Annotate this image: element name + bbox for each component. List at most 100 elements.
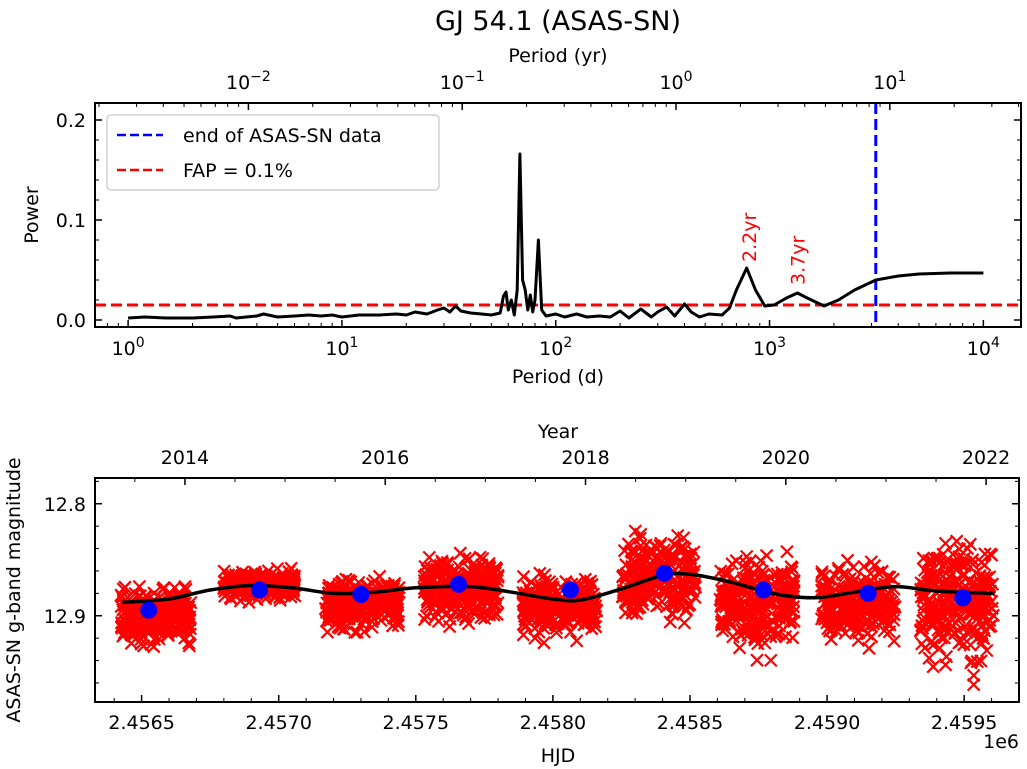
- photometry-point: [677, 616, 692, 630]
- seasonal-mean-point: [352, 585, 370, 603]
- photometry-point: [785, 561, 799, 575]
- photometry-point: [915, 637, 929, 651]
- photometry-point: [675, 576, 690, 590]
- photometry-point: [962, 624, 977, 638]
- x-tick-label: 2.4575: [383, 712, 449, 734]
- photometry-point: [951, 623, 966, 638]
- x-tick-label: 101: [325, 335, 358, 360]
- photometry-point: [444, 591, 459, 606]
- photometry-point: [147, 586, 161, 600]
- photometry-point: [932, 556, 947, 570]
- photometry-point: [976, 631, 991, 646]
- photometry-point: [887, 634, 901, 648]
- x-top-tick-label: 100: [659, 69, 692, 94]
- x-top-tick-label: 10−1: [440, 69, 485, 94]
- photometry-point: [753, 613, 767, 627]
- photometry-point: [354, 616, 369, 631]
- photometry-point: [681, 561, 696, 575]
- photometry-point: [537, 568, 552, 582]
- photometry-point: [273, 593, 287, 608]
- photometry-point: [589, 603, 603, 618]
- photometry-point: [628, 524, 643, 538]
- x-tick-label: 2.4590: [794, 712, 860, 734]
- y-tick-label: 0.0: [56, 310, 86, 332]
- photometry-point: [663, 585, 677, 600]
- light-curve-ticks: 12.8 12.9 2.4565 2.4570 2.4575 2.4580 2.4585 2.…: [44, 447, 1020, 734]
- x-top-tick-label: 2018: [561, 447, 609, 469]
- photometry-point: [981, 598, 995, 612]
- seasonal-mean-point: [954, 589, 972, 607]
- seasonal-mean-point: [251, 581, 269, 599]
- photometry-point: [925, 634, 939, 649]
- seasonal-mean-point: [561, 581, 579, 599]
- photometry-point: [766, 615, 781, 629]
- photometry-point: [725, 557, 739, 571]
- legend: end of ASAS-SN data FAP = 0.1%: [106, 114, 440, 191]
- photometry-point: [337, 622, 351, 636]
- photometry-point: [982, 570, 997, 584]
- photometry-point: [178, 579, 192, 594]
- photometry-point: [857, 559, 871, 574]
- photometry-point: [182, 636, 196, 650]
- x-top-tick-label: 2016: [361, 447, 409, 469]
- photometry-point: [649, 599, 664, 613]
- x-tick-label: 100: [112, 335, 145, 360]
- photometry-point: [714, 564, 728, 578]
- photometry-point: [755, 564, 770, 578]
- x-top-tick-label: 2014: [161, 447, 209, 469]
- photometry-point: [462, 552, 476, 566]
- photometry-point: [775, 568, 789, 583]
- photometry-point: [633, 538, 648, 553]
- photometry-point: [654, 536, 668, 551]
- photometry-point: [882, 587, 897, 601]
- photometry-point: [965, 622, 980, 637]
- photometry-point: [764, 653, 778, 668]
- light-curve-y-label: ASAS-SN g-band magnitude: [3, 457, 25, 722]
- photometry-point: [474, 568, 488, 583]
- photometry-point: [983, 547, 998, 561]
- photometry-point: [176, 601, 191, 615]
- light-curve-x-top-label: Year: [537, 421, 578, 443]
- photometry-point: [739, 549, 754, 564]
- photometry-point: [473, 550, 487, 565]
- peak-annotation: 3.7yr: [787, 236, 809, 285]
- photometry-point: [633, 553, 647, 568]
- photometry-point: [328, 605, 342, 619]
- periodogram-frame: [94, 102, 1022, 328]
- y-tick-label: 12.9: [44, 606, 86, 628]
- x-top-tick-label: 2020: [762, 447, 810, 469]
- photometry-point: [158, 606, 172, 621]
- periodogram-plot-area: 2.2yr 3.7yr: [95, 103, 1021, 327]
- photometry-point: [922, 651, 936, 665]
- photometry-point: [320, 625, 335, 639]
- photometry-point: [459, 610, 473, 624]
- y-tick-label: 12.8: [44, 494, 86, 516]
- photometry-point: [688, 590, 702, 605]
- photometry-point: [820, 577, 835, 591]
- photometry-point: [532, 625, 546, 639]
- photometry-point: [968, 576, 982, 590]
- photometry-point: [763, 629, 778, 644]
- photometry-point: [880, 597, 895, 612]
- photometry-point: [458, 551, 472, 566]
- photometry-point: [831, 561, 846, 576]
- photometry-point: [780, 544, 794, 559]
- photometry-point: [481, 607, 495, 621]
- photometry-point: [820, 615, 834, 630]
- photometry-point: [668, 549, 682, 564]
- photometry-point: [637, 546, 652, 560]
- seasonal-mean-point: [140, 601, 158, 619]
- periodogram-x-label: Period (d): [512, 366, 604, 388]
- light-curve-x-label: HJD: [541, 745, 576, 767]
- chart-title: GJ 54.1 (ASAS-SN): [435, 6, 681, 37]
- legend-label-end-of-data: end of ASAS-SN data: [183, 125, 382, 147]
- photometry-point: [860, 627, 875, 641]
- photometry-point: [618, 573, 633, 587]
- legend-box: [106, 114, 440, 191]
- photometry-point: [679, 603, 693, 618]
- photometry-point: [977, 558, 992, 572]
- legend-label-fap: FAP = 0.1%: [183, 160, 293, 182]
- periodogram-y-label: Power: [21, 186, 43, 244]
- photometry-point: [778, 629, 793, 644]
